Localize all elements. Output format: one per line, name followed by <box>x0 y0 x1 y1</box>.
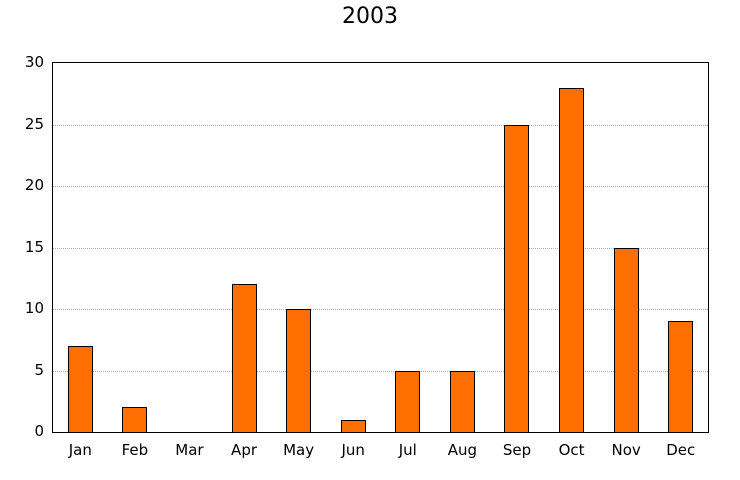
gridline-15 <box>53 247 708 249</box>
x-tick-label-may: May <box>283 441 315 459</box>
y-tick-label-20: 20 <box>24 176 44 194</box>
x-tick-label-mar: Mar <box>175 441 204 459</box>
x-tick-label-apr: Apr <box>231 441 258 459</box>
y-tick-label-25: 25 <box>24 114 44 133</box>
bar-nov <box>613 247 639 432</box>
x-tick-label-oct: Oct <box>558 441 585 459</box>
x-tick-label-jun: Jun <box>341 441 365 459</box>
x-tick-label-sep: Sep <box>502 441 532 459</box>
y-tick-label-30: 30 <box>24 53 44 71</box>
x-tick-label-aug: Aug <box>447 441 478 459</box>
bar-aug <box>449 370 475 432</box>
y-tick-label-5: 5 <box>34 360 44 379</box>
gridline-5 <box>53 370 708 372</box>
chart-title: 2003 <box>342 4 398 29</box>
x-tick-label-jul: Jul <box>398 441 417 459</box>
y-tick-label-10: 10 <box>24 299 44 317</box>
x-tick-label-jan: Jan <box>68 441 92 459</box>
bar-may <box>286 309 312 432</box>
x-tick-label-dec: Dec <box>666 441 696 459</box>
x-tick-label-nov: Nov <box>611 441 641 459</box>
y-tick-label-0: 0 <box>34 422 44 440</box>
bar-jul <box>395 370 421 432</box>
bar-dec <box>668 321 694 432</box>
x-tick-label-feb: Feb <box>121 441 149 459</box>
bar-sep <box>504 124 530 432</box>
bar-jan <box>67 345 93 432</box>
y-tick-label-15: 15 <box>24 237 44 256</box>
gridline-10 <box>53 309 708 310</box>
bar-oct <box>559 87 585 432</box>
gridline-20 <box>53 186 708 187</box>
bar-jun <box>340 419 366 432</box>
plot-area <box>52 62 709 433</box>
bar-feb <box>122 407 148 432</box>
gridline-25 <box>53 124 708 126</box>
bar-apr <box>231 284 257 432</box>
